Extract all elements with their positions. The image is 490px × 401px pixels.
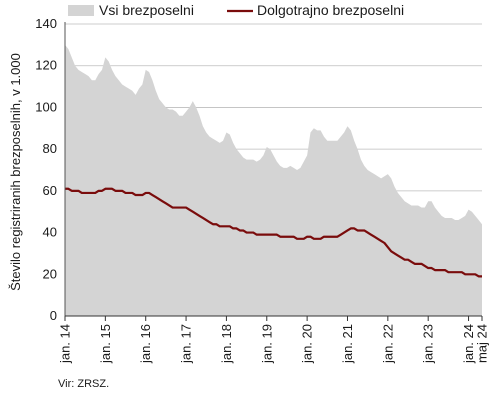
series-area-vsi-brezposelni (65, 44, 482, 317)
y-axis-title: Število registriranih brezposelnih, v 1.… (8, 53, 23, 291)
y-tick-label: 0 (50, 308, 57, 323)
y-tick-label: 80 (43, 141, 57, 156)
x-tick-label: jan. 17 (179, 324, 194, 364)
y-axis-ticks: 0 20 40 60 80 100 120 140 (35, 16, 57, 323)
plot-area (65, 44, 482, 317)
x-tick-label: jan. 16 (138, 324, 153, 364)
x-tick-label: maj 24 (475, 324, 490, 363)
x-tick-label: jan. 19 (259, 324, 274, 364)
legend-swatch-vsi-brezposelni (68, 5, 94, 16)
x-tick-label: jan. 20 (300, 324, 315, 364)
y-tick-label: 120 (35, 58, 57, 73)
legend-label-dolgotrajno-brezposelni: Dolgotrajno brezposelni (257, 2, 404, 18)
x-tick-label: jan. 14 (58, 324, 73, 364)
x-axis-ticks: jan. 14 jan. 15 jan. 16 jan. 17 jan. 18 jan. … (58, 316, 490, 364)
x-tick-label: jan. 21 (340, 324, 355, 364)
x-tick-label: jan. 18 (219, 324, 234, 364)
x-tick-label: jan. 15 (98, 324, 113, 364)
legend: Vsi brezposelni Dolgotrajno brezposelni (68, 2, 404, 18)
y-tick-label: 60 (43, 183, 57, 198)
x-tick-label: jan. 23 (421, 324, 436, 364)
y-tick-label: 20 (43, 266, 57, 281)
axes (64, 22, 482, 317)
y-tick-label: 100 (35, 99, 57, 114)
series-line-dolgotrajno-brezposelni (65, 187, 482, 278)
x-tick-label: jan. 22 (380, 324, 395, 364)
y-tick-label: 140 (35, 16, 57, 31)
source-note: Vir: ZRSZ. (58, 378, 109, 390)
legend-label-vsi-brezposelni: Vsi brezposelni (99, 2, 194, 18)
x-tick-label: jan. 24 (461, 324, 476, 364)
y-tick-label: 40 (43, 225, 57, 240)
